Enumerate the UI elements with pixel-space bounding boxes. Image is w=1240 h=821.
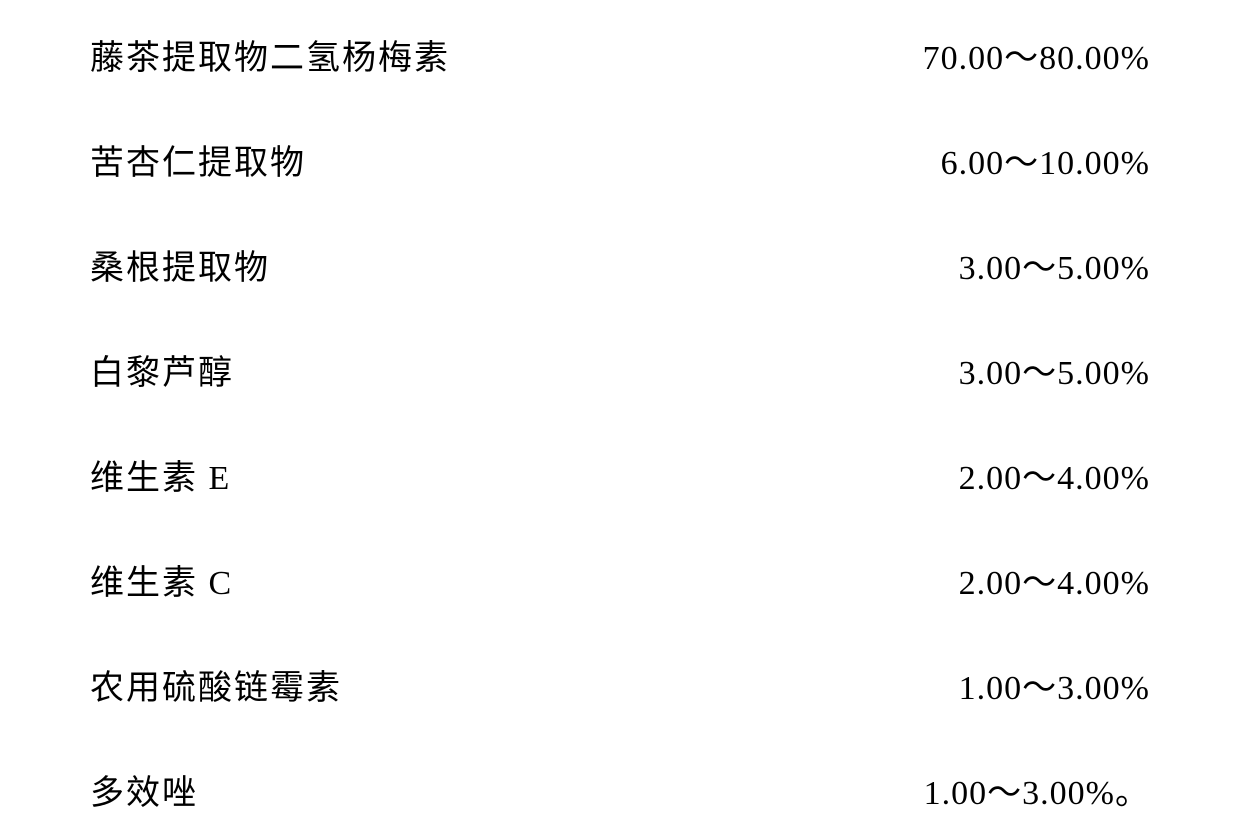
ingredient-name: 多效唑 — [90, 765, 198, 814]
ingredient-name: 藤茶提取物二氢杨梅素 — [90, 30, 450, 79]
ingredient-value: 6.00～10.00% — [941, 135, 1150, 184]
ingredient-row: 藤茶提取物二氢杨梅素 70.00～80.00% — [90, 30, 1150, 79]
ingredient-name: 苦杏仁提取物 — [90, 135, 306, 184]
ingredient-value: 70.00～80.00% — [923, 30, 1150, 79]
ingredient-value: 2.00～4.00% — [959, 450, 1150, 499]
ingredient-value: 1.00～3.00% — [959, 660, 1150, 709]
ingredient-row: 多效唑 1.00～3.00%。 — [90, 765, 1150, 814]
ingredient-row: 桑根提取物 3.00～5.00% — [90, 240, 1150, 289]
ingredient-value: 3.00～5.00% — [959, 240, 1150, 289]
ingredient-list: 藤茶提取物二氢杨梅素 70.00～80.00% 苦杏仁提取物 6.00～10.0… — [90, 30, 1150, 814]
ingredient-row: 白黎芦醇 3.00～5.00% — [90, 345, 1150, 394]
ingredient-name: 桑根提取物 — [90, 240, 270, 289]
ingredient-name: 维生素 C — [90, 555, 233, 604]
ingredient-row: 维生素 E 2.00～4.00% — [90, 450, 1150, 499]
ingredient-name: 农用硫酸链霉素 — [90, 660, 342, 709]
ingredient-row: 苦杏仁提取物 6.00～10.00% — [90, 135, 1150, 184]
ingredient-name: 维生素 E — [90, 450, 231, 499]
ingredient-name: 白黎芦醇 — [90, 345, 234, 394]
ingredient-row: 维生素 C 2.00～4.00% — [90, 555, 1150, 604]
ingredient-value: 2.00～4.00% — [959, 555, 1150, 604]
ingredient-value: 1.00～3.00%。 — [924, 765, 1150, 814]
ingredient-row: 农用硫酸链霉素 1.00～3.00% — [90, 660, 1150, 709]
ingredient-value: 3.00～5.00% — [959, 345, 1150, 394]
